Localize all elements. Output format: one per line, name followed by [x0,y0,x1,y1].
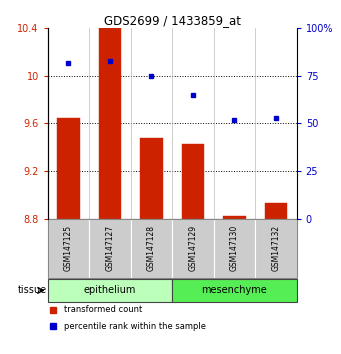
Bar [172,279,297,302]
Bar [255,218,297,278]
Text: percentile rank within the sample: percentile rank within the sample [64,322,206,331]
Bar [214,218,255,278]
Bar [172,218,214,278]
Bar [140,138,163,219]
Bar [223,216,246,219]
Text: GSM147132: GSM147132 [271,225,280,271]
Text: transformed count: transformed count [64,305,142,314]
Bar [57,118,80,219]
Text: GSM147129: GSM147129 [189,225,197,271]
Text: tissue: tissue [18,285,47,296]
Text: GSM147125: GSM147125 [64,225,73,271]
Title: GDS2699 / 1433859_at: GDS2699 / 1433859_at [104,14,241,27]
Bar [89,218,131,278]
Bar [48,218,89,278]
Text: GSM147130: GSM147130 [230,225,239,271]
Text: GSM147128: GSM147128 [147,225,156,271]
Text: epithelium: epithelium [84,285,136,296]
Bar [265,203,287,219]
Bar [99,28,121,219]
Bar [131,218,172,278]
Text: GSM147127: GSM147127 [105,225,115,271]
Bar [181,144,204,219]
Text: mesenchyme: mesenchyme [202,285,267,296]
Bar [48,279,172,302]
